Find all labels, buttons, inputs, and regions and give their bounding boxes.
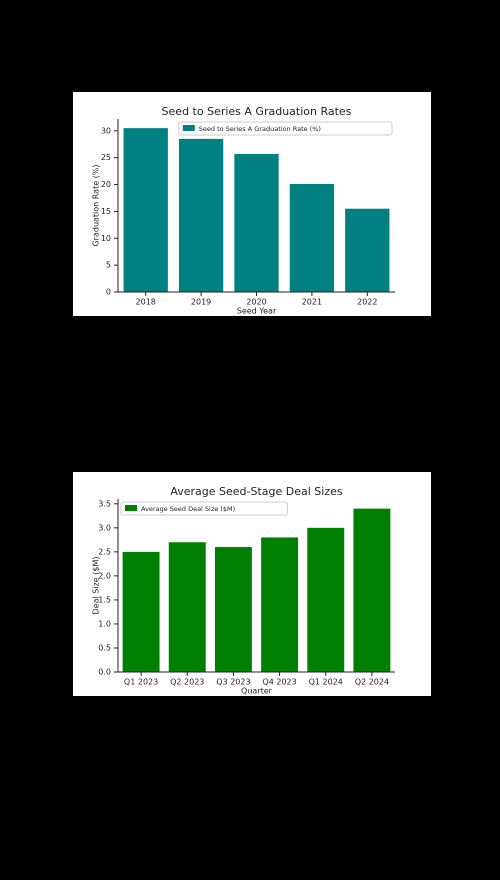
bar <box>234 153 279 292</box>
y-axis-label: Deal Size ($M) <box>92 557 101 615</box>
x-tick-label: 2018 <box>136 298 156 307</box>
y-tick-label: 2.5 <box>98 547 111 556</box>
y-tick-label: 30 <box>101 126 111 135</box>
y-tick-label: 5 <box>106 261 111 270</box>
legend-label: Seed to Series A Graduation Rate (%) <box>199 125 321 133</box>
bar <box>214 547 252 672</box>
chart-title: Average Seed-Stage Deal Sizes <box>170 485 343 498</box>
y-tick-label: 1.0 <box>98 619 111 628</box>
legend-swatch <box>125 505 137 511</box>
y-tick-label: 3.5 <box>98 499 111 508</box>
y-tick-label: 3.0 <box>98 523 111 532</box>
x-tick-label: Q4 2023 <box>262 678 296 687</box>
x-axis-label: Quarter <box>241 687 273 696</box>
y-tick-label: 25 <box>101 153 111 162</box>
y-tick-label: 0.5 <box>98 643 111 652</box>
legend-swatch <box>182 125 195 131</box>
legend-box <box>120 501 288 516</box>
legend-box <box>178 121 393 136</box>
x-tick-label: Q1 2024 <box>309 678 343 687</box>
x-tick-label: Q2 2023 <box>170 678 204 687</box>
x-tick-label: 2022 <box>357 298 377 307</box>
bar <box>122 551 160 672</box>
y-tick-label: 0 <box>106 288 111 297</box>
bar <box>178 138 224 292</box>
y-tick-label: 2.0 <box>98 571 111 580</box>
bar <box>307 527 345 672</box>
bar <box>289 184 335 292</box>
bar <box>261 537 299 672</box>
x-tick-label: Q1 2023 <box>124 678 158 687</box>
y-tick-label: 10 <box>101 234 111 243</box>
chart-title: Seed to Series A Graduation Rates <box>162 105 352 118</box>
legend-label: Average Seed Deal Size ($M) <box>141 505 235 513</box>
x-tick-label: Q3 2023 <box>216 678 250 687</box>
x-tick-label: Q2 2024 <box>355 678 389 687</box>
x-tick-label: 2019 <box>191 298 211 307</box>
x-tick-label: 2020 <box>246 298 266 307</box>
bar <box>353 508 391 672</box>
y-axis-label: Graduation Rate (%) <box>92 164 101 246</box>
y-tick-label: 15 <box>101 207 111 216</box>
x-axis-label: Seed Year <box>237 307 277 316</box>
y-tick-label: 20 <box>101 180 111 189</box>
y-tick-label: 0.0 <box>98 668 111 677</box>
bar <box>345 208 390 292</box>
bar <box>168 542 206 672</box>
x-tick-label: 2021 <box>302 298 322 307</box>
bar <box>123 128 168 292</box>
y-tick-label: 1.5 <box>98 595 111 604</box>
